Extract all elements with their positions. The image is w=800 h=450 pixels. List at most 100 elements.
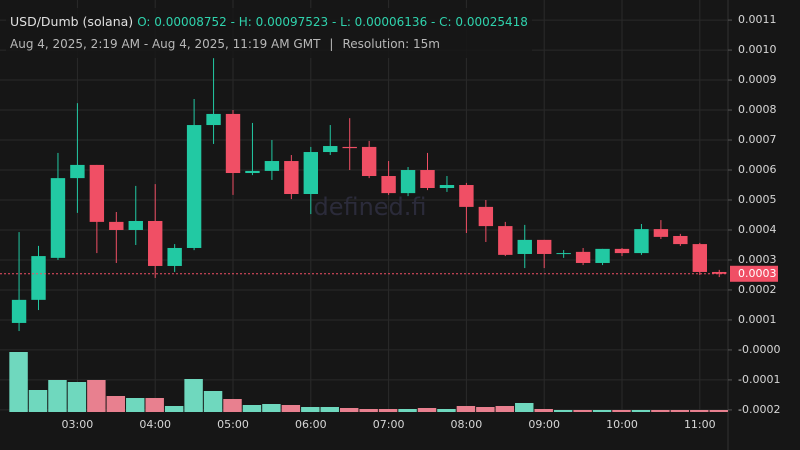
volume-bar — [515, 403, 534, 412]
y-tick-label: 0.0003 — [738, 253, 777, 266]
volume-bar — [262, 404, 281, 412]
volume-bar — [709, 410, 728, 412]
last-price-box — [730, 265, 778, 282]
candle-body — [31, 256, 46, 300]
candle-body — [167, 247, 182, 266]
candle-body — [478, 206, 494, 227]
last-price-label: 0.0003 — [738, 267, 777, 280]
volume-bar — [106, 396, 126, 412]
volume-bar — [126, 398, 145, 412]
candle-body — [400, 170, 416, 194]
volume-bar — [553, 410, 573, 412]
candle-body — [323, 146, 338, 153]
candle-body — [537, 239, 552, 254]
y-tick-label: 0.0006 — [738, 163, 777, 176]
candle-body — [128, 220, 143, 230]
volume-bar — [67, 382, 87, 412]
candle-body — [498, 226, 513, 255]
ohlc-readout: O: 0.00008752 - H: 0.00097523 - L: 0.000… — [137, 15, 528, 29]
pair-title: USD/Dumb (solana) — [10, 14, 134, 29]
volume-bar — [28, 390, 48, 412]
x-tick-label: 08:00 — [451, 418, 483, 431]
x-tick-label: 07:00 — [373, 418, 405, 431]
candle-body — [206, 113, 221, 126]
volume-bar — [456, 406, 476, 412]
y-tick-label: 0.0005 — [738, 193, 777, 206]
volume-bar — [9, 352, 28, 412]
volume-bar — [670, 410, 690, 412]
y-tick-label: 0.0009 — [738, 73, 777, 86]
volume-bar — [476, 407, 495, 412]
axis-panel — [728, 0, 800, 450]
volume-bar — [320, 407, 339, 412]
x-tick-label: 10:00 — [606, 418, 638, 431]
y-tick-label: -0.0002 — [738, 403, 780, 416]
volume-bar — [631, 410, 651, 412]
candle-body — [11, 299, 27, 323]
volume-bar — [651, 410, 670, 412]
volume-bar — [242, 405, 262, 412]
volume-bar — [612, 410, 631, 412]
candle-body — [264, 161, 280, 171]
candle-body — [245, 170, 260, 174]
candle-body — [459, 185, 474, 207]
candle-body — [420, 170, 435, 189]
y-tick-label: 0.0008 — [738, 103, 777, 116]
volume-bar — [87, 380, 106, 412]
candle-body — [614, 248, 630, 254]
candle-body — [653, 229, 669, 237]
y-tick-label: 0.0011 — [738, 13, 777, 26]
candle-body — [692, 244, 707, 272]
y-tick-label: 0.0002 — [738, 283, 777, 296]
candle-body — [186, 125, 202, 248]
x-tick-label: 09:00 — [528, 418, 560, 431]
candle-body — [634, 229, 649, 254]
volume-bar — [398, 409, 417, 412]
y-tick-label: 0.0010 — [738, 43, 777, 56]
separator: | — [329, 37, 334, 51]
volume-bar — [592, 410, 612, 412]
x-tick-label: 11:00 — [684, 418, 716, 431]
volume-bar — [437, 409, 456, 412]
candle-body — [109, 221, 124, 230]
volume-bar — [203, 391, 223, 412]
volume-bar — [223, 399, 242, 412]
candle-body — [595, 248, 610, 263]
volume-bar — [690, 410, 709, 412]
volume-bar — [281, 405, 301, 412]
y-tick-label: -0.0001 — [738, 373, 780, 386]
resolution: Resolution: 15m — [342, 37, 440, 51]
x-tick-label: 03:00 — [62, 418, 94, 431]
volume-bar — [184, 379, 203, 412]
volume-bar — [417, 408, 437, 412]
volume-bar — [145, 398, 164, 412]
candle-body — [556, 253, 571, 255]
candle-body — [575, 251, 591, 263]
y-tick-label: 0.0001 — [738, 313, 777, 326]
candle-body — [673, 235, 688, 245]
candle-body — [361, 146, 377, 177]
volume-bar — [534, 409, 553, 412]
volume-bar — [339, 408, 359, 412]
volume-bar — [573, 410, 592, 412]
y-tick-label: -0.0000 — [738, 343, 780, 356]
candle-body — [303, 152, 319, 195]
y-tick-label: 0.0004 — [738, 223, 777, 236]
volume-bar — [48, 380, 67, 412]
watermark: defined.fi — [313, 193, 426, 221]
candle-body — [381, 176, 396, 194]
x-tick-label: 04:00 — [139, 418, 171, 431]
y-tick-label: 0.0007 — [738, 133, 777, 146]
candle-body — [148, 220, 163, 266]
x-tick-label: 06:00 — [295, 418, 327, 431]
candle-body — [50, 178, 66, 258]
volume-bar — [359, 409, 378, 412]
candle-body — [89, 164, 105, 222]
candle-body — [284, 161, 299, 195]
volume-bar — [495, 406, 515, 412]
x-tick-label: 05:00 — [217, 418, 249, 431]
volume-bar — [301, 407, 320, 412]
candle-body — [439, 185, 455, 189]
